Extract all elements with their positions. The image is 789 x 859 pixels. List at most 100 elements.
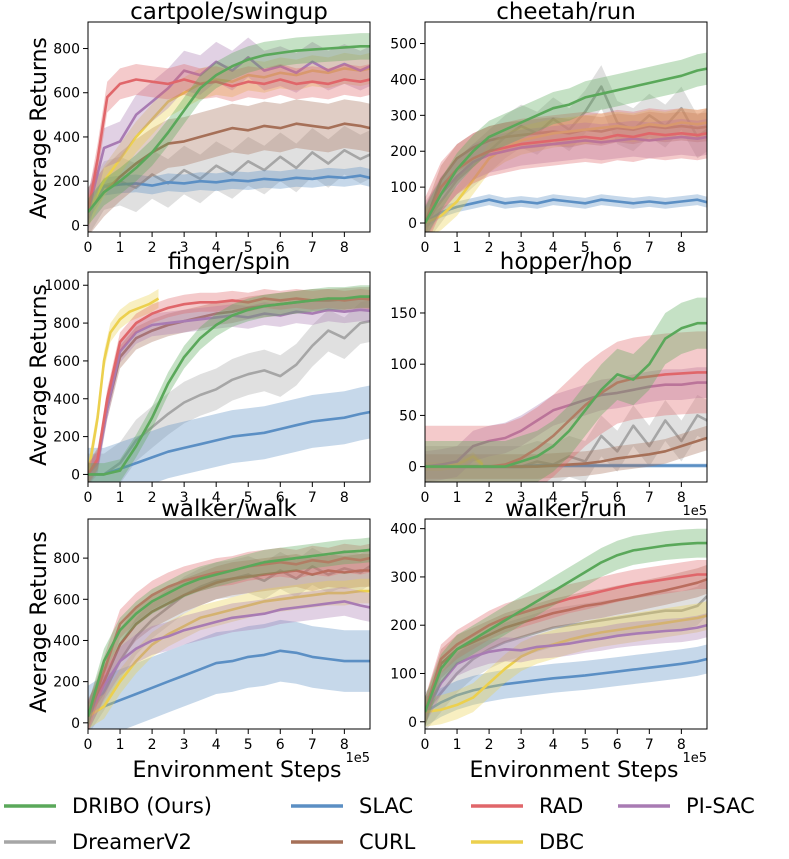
- line-rad: [88, 78, 370, 213]
- y-tick-label: 100: [390, 666, 417, 682]
- band-rad: [425, 108, 707, 232]
- y-tick-label: 100: [390, 180, 417, 196]
- chart-title: walker/walk: [161, 496, 297, 522]
- band-dribo: [425, 52, 707, 232]
- x-axis-label: Environment Steps: [132, 758, 341, 783]
- x-multiplier-label: 1e5: [682, 751, 707, 766]
- y-tick-label: 200: [53, 430, 80, 446]
- x-tick-label: 6: [276, 737, 285, 753]
- x-tick-label: 4: [549, 490, 558, 506]
- y-tick-label: 800: [53, 316, 80, 332]
- x-tick-label: 4: [212, 737, 221, 753]
- x-tick-label: 3: [180, 737, 189, 753]
- x-multiplier-label: 1e5: [682, 504, 707, 519]
- chart-title: finger/spin: [168, 249, 291, 275]
- x-tick-label: 7: [308, 737, 317, 753]
- line-curl: [425, 578, 707, 713]
- legend-label: CURL: [359, 830, 416, 854]
- x-tick-label: 5: [244, 240, 253, 256]
- y-tick-label: 0: [71, 716, 80, 732]
- x-tick-label: 8: [677, 737, 686, 753]
- line-dreamer: [88, 319, 370, 476]
- band-dreamer: [88, 547, 370, 729]
- y-axis-label-middle: Average Returns: [27, 284, 52, 466]
- line-pisac: [425, 381, 707, 468]
- x-tick-label: 5: [581, 737, 590, 753]
- y-tick-label: 200: [53, 675, 80, 691]
- x-tick-label: 0: [84, 490, 93, 506]
- line-slac: [88, 174, 370, 213]
- line-rad: [425, 132, 707, 224]
- y-tick-label: 800: [53, 42, 80, 58]
- y-tick-label: 600: [53, 592, 80, 608]
- line-curl: [88, 569, 370, 718]
- x-tick-label: 8: [340, 240, 349, 256]
- chart-title: cheetah/run: [496, 0, 636, 25]
- band-pisac: [88, 298, 370, 482]
- plot-series: [88, 33, 370, 232]
- x-tick-label: 7: [645, 490, 654, 506]
- band-slac: [88, 619, 370, 729]
- x-tick-label: 7: [645, 240, 654, 256]
- line-pisac: [88, 56, 370, 213]
- x-tick-label: 4: [212, 240, 221, 256]
- x-tick-label: 4: [549, 737, 558, 753]
- band-pisac: [88, 37, 370, 232]
- x-tick-label: 3: [180, 490, 189, 506]
- x-tick-label: 2: [485, 240, 494, 256]
- line-dribo: [425, 321, 707, 468]
- line-slac: [88, 649, 370, 718]
- band-slac: [425, 644, 707, 727]
- band-rad: [88, 543, 370, 729]
- x-tick-label: 6: [613, 240, 622, 256]
- line-dribo: [425, 67, 707, 224]
- line-dribo: [425, 541, 707, 713]
- plot-frame: [424, 21, 708, 233]
- legend-item-dribo: DRIBO (Ours): [4, 794, 212, 818]
- y-tick-label: 600: [53, 86, 80, 102]
- line-slac: [425, 657, 707, 714]
- plot-series: [425, 528, 707, 729]
- line-dribo: [88, 548, 370, 717]
- x-tick-label: 7: [645, 737, 654, 753]
- panel-walker-walk: 0 1 2 3 4 5 6 7 8 0 200 400 600 800 walker/walk 1e5 Envi…: [53, 496, 371, 783]
- y-tick-label: 400: [53, 392, 80, 408]
- x-tick-label: 6: [613, 490, 622, 506]
- legend-item-pisac: PI-SAC: [618, 794, 755, 818]
- y-tick-label: 800: [53, 551, 80, 567]
- legend-label: SLAC: [359, 794, 413, 818]
- band-dribo: [425, 297, 707, 482]
- x-tick-label: 4: [549, 240, 558, 256]
- chart-title: walker/run: [505, 496, 627, 522]
- line-curl: [425, 124, 707, 224]
- panel-hopper-hop: 0 1 2 3 4 5 6 7 8 0 50 100 150 hopper/hop 1e5: [390, 249, 708, 519]
- line-dreamer: [425, 595, 707, 713]
- x-tick-label: 1: [453, 240, 462, 256]
- y-tick-label: 0: [408, 216, 417, 232]
- line-slac: [88, 410, 370, 476]
- x-tick-label: 3: [517, 490, 526, 506]
- x-tick-label: 6: [276, 490, 285, 506]
- x-tick-label: 8: [340, 737, 349, 753]
- y-tick-label: 400: [390, 72, 417, 88]
- line-dbc: [88, 67, 370, 213]
- band-pisac: [425, 118, 707, 232]
- x-tick-label: 1: [453, 490, 462, 506]
- y-tick-label: 400: [53, 633, 80, 649]
- y-tick-label: 300: [390, 570, 417, 586]
- line-pisac: [425, 623, 707, 713]
- x-tick-label: 0: [421, 240, 430, 256]
- x-tick-label: 5: [581, 490, 590, 506]
- y-tick-label: 200: [53, 174, 80, 190]
- y-tick-label: 100: [390, 357, 417, 373]
- legend-item-dbc: DBC: [471, 830, 584, 854]
- x-multiplier-label: 1e5: [345, 751, 370, 766]
- x-tick-label: 2: [485, 490, 494, 506]
- line-rad: [425, 573, 707, 713]
- band-dreamer: [425, 394, 707, 482]
- y-tick-label: 0: [71, 467, 80, 483]
- legend-item-curl: CURL: [291, 830, 416, 854]
- plot-series: [425, 52, 707, 232]
- x-tick-label: 6: [613, 737, 622, 753]
- plot-series: [425, 297, 707, 482]
